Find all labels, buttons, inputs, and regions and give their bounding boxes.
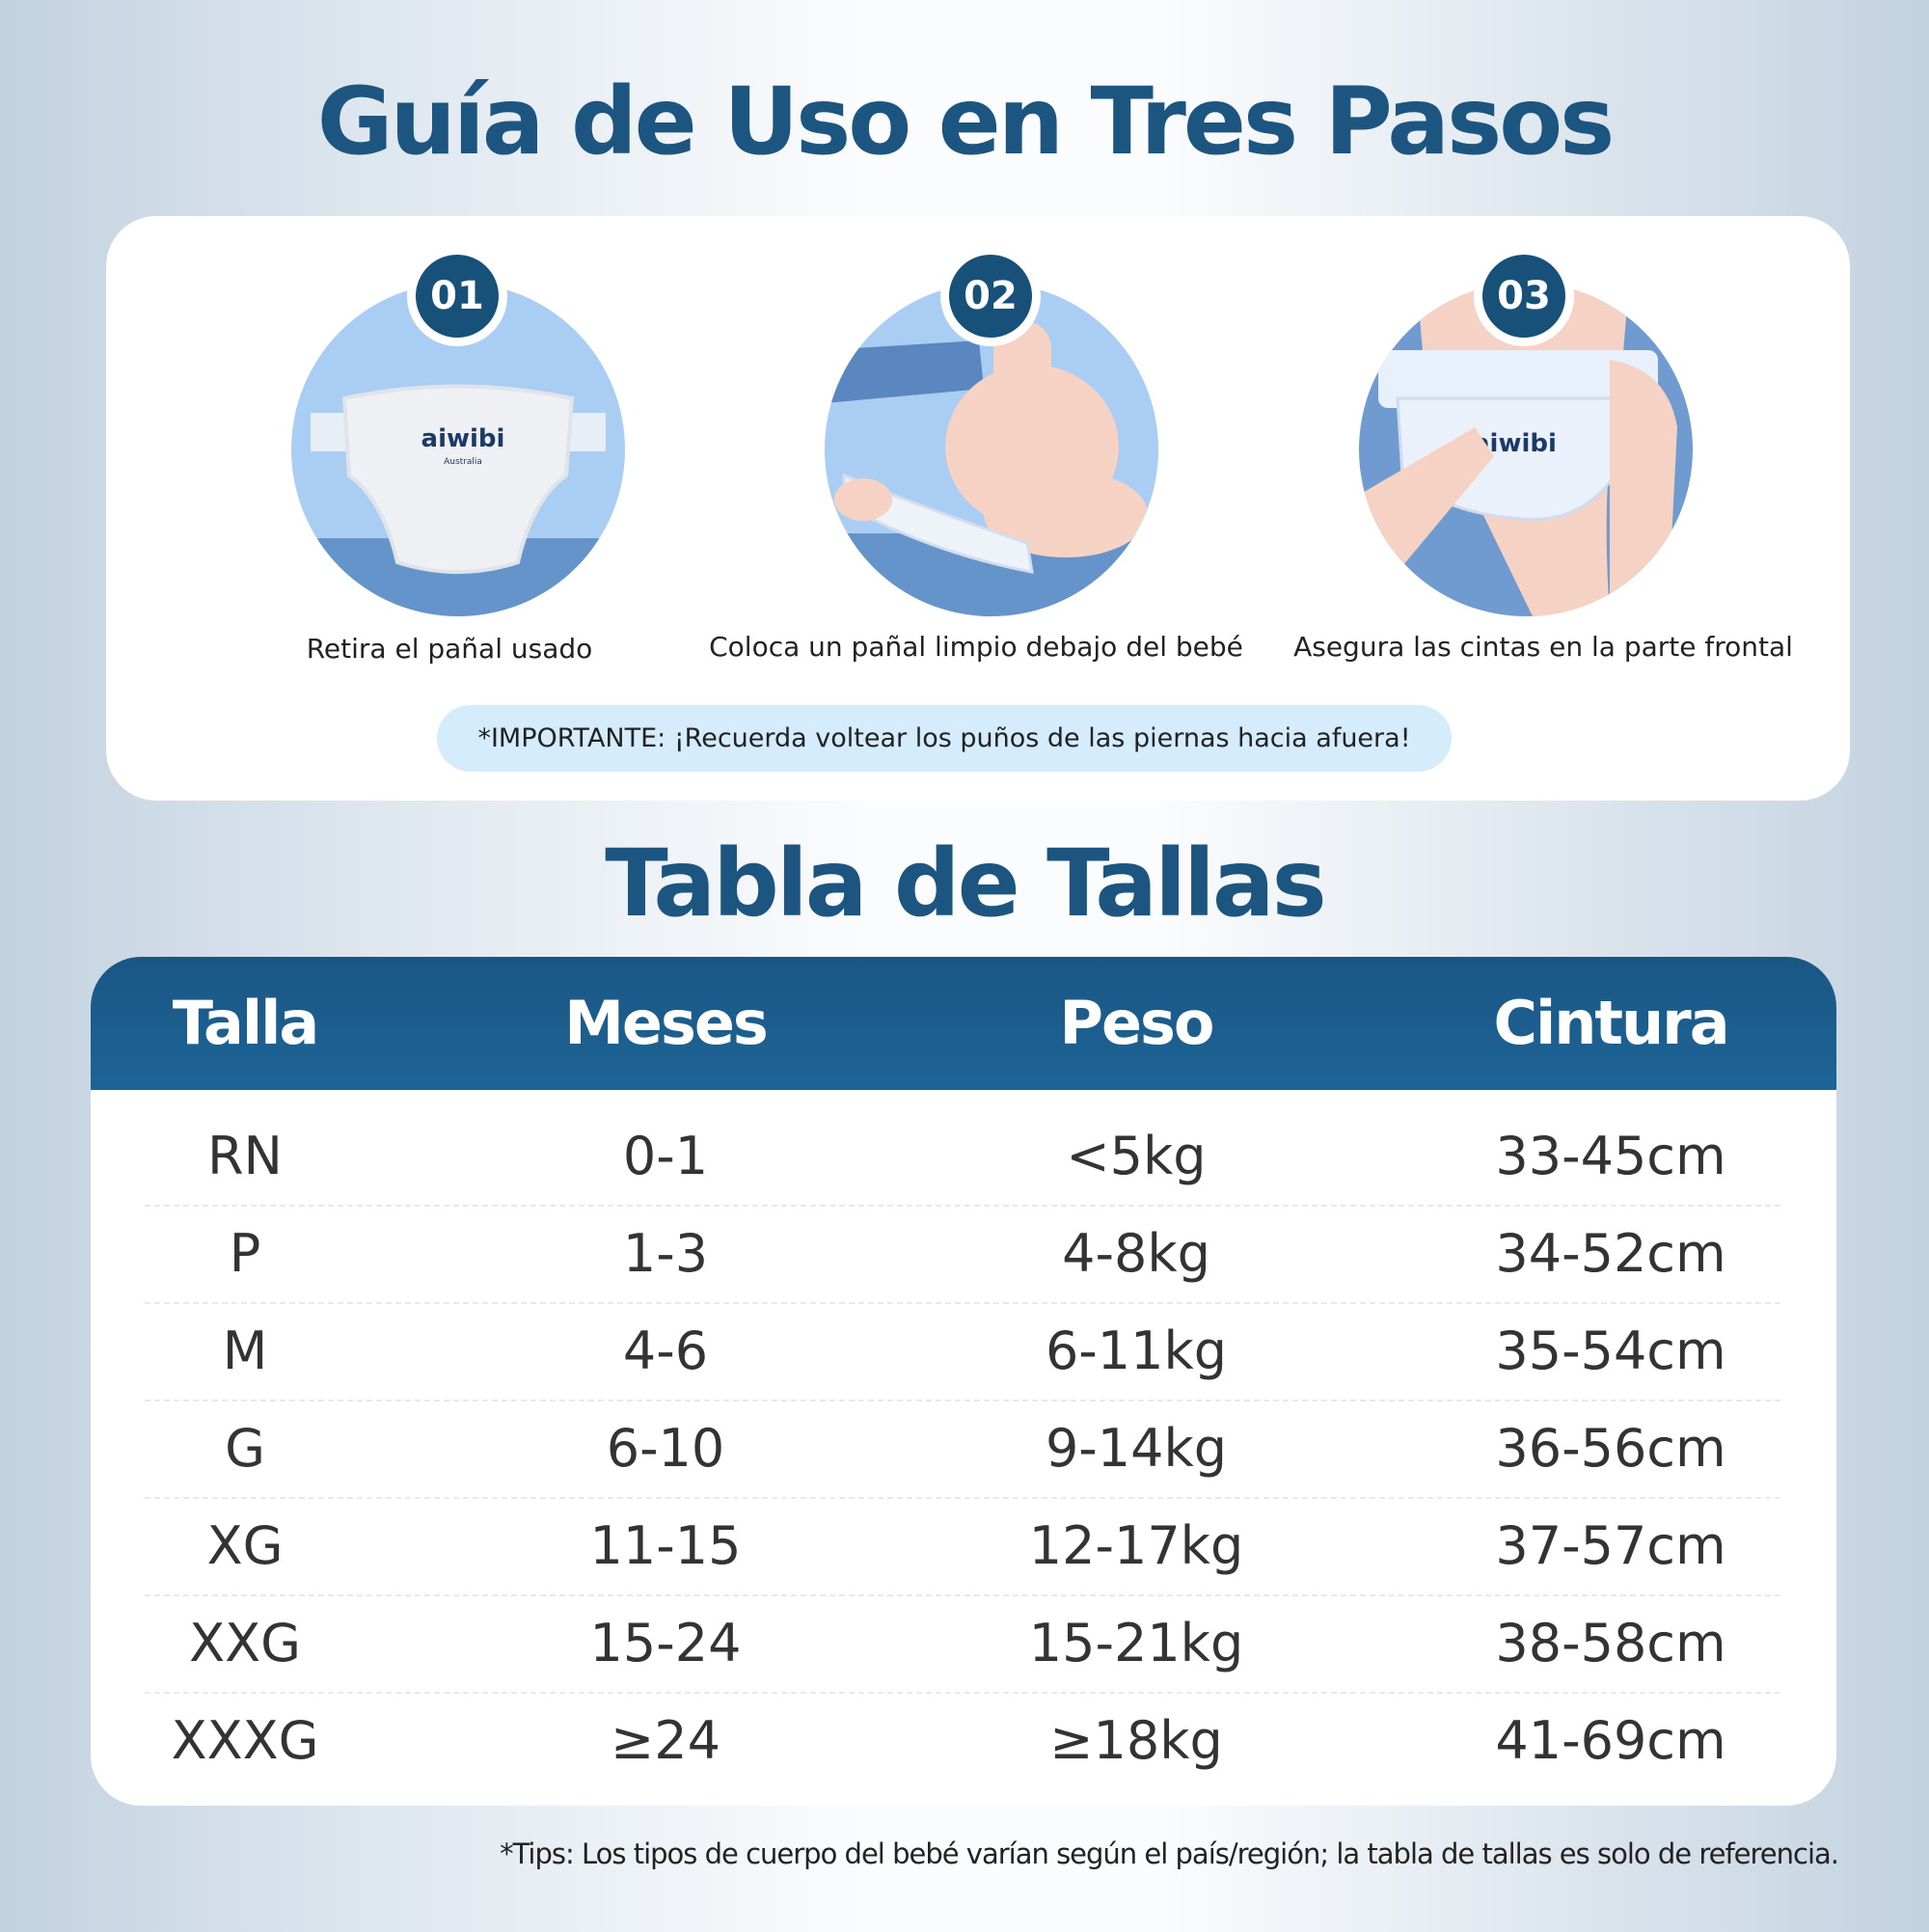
table-cell: M [222, 1320, 268, 1381]
important-note: *IMPORTANTE: ¡Recuerda voltear los puños… [437, 705, 1452, 772]
table-row: RN 0-1 <5kg 33-45cm [145, 1107, 1780, 1207]
table-cell: 41-69cm [1495, 1710, 1726, 1771]
table-cell: XXG [189, 1613, 301, 1673]
step-1-badge: 01 [407, 246, 507, 346]
table-cell: XXXG [171, 1710, 319, 1771]
table-cell: 6-10 [606, 1418, 725, 1479]
table-cell: 35-54cm [1495, 1320, 1726, 1381]
table-row: P 1-3 4-8kg 34-52cm [145, 1205, 1780, 1304]
table-cell: 6-11kg [1045, 1320, 1228, 1381]
table-cell: 36-56cm [1495, 1418, 1726, 1479]
header-cintura: Cintura [1493, 988, 1729, 1058]
table-row: G 6-10 9-14kg 36-56cm [145, 1400, 1780, 1499]
table-cell: RN [207, 1126, 283, 1186]
guide-title: Guía de Uso en Tres Pasos [316, 68, 1616, 176]
table-cell: 15-21kg [1028, 1613, 1244, 1673]
table-cell: 1-3 [622, 1223, 709, 1284]
table-cell: ≥24 [611, 1710, 720, 1771]
table-cell: 12-17kg [1028, 1515, 1244, 1576]
table-cell: 37-57cm [1495, 1515, 1726, 1576]
table-row: XG 11-15 12-17kg 37-57cm [145, 1497, 1780, 1596]
table-row: M 4-6 6-11kg 35-54cm [145, 1302, 1780, 1401]
step-2-badge: 02 [940, 246, 1041, 346]
svg-text:Australia: Australia [444, 457, 482, 467]
table-cell: 15-24 [589, 1613, 742, 1673]
table-cell: 4-8kg [1062, 1223, 1210, 1284]
step-1-caption: Retira el pañal usado [306, 633, 593, 665]
table-cell: <5kg [1066, 1126, 1207, 1186]
step-3-illustration: aiwibi [1359, 283, 1693, 616]
table-cell: 33-45cm [1495, 1126, 1726, 1186]
table-cell: 4-6 [622, 1320, 709, 1381]
step-3-badge: 03 [1474, 246, 1574, 346]
size-table-title: Tabla de Tallas [605, 830, 1327, 938]
table-cell: 38-58cm [1495, 1613, 1726, 1673]
table-header: Talla Meses Peso Cintura [91, 957, 1836, 1090]
tips-note: *Tips: Los tipos de cuerpo del bebé varí… [500, 1837, 1839, 1870]
step-1-brand-logo: aiwibi [421, 424, 505, 453]
table-row: XXXG ≥24 ≥18kg 41-69cm [145, 1692, 1780, 1789]
table-row: XXG 15-24 15-21kg 38-58cm [145, 1594, 1780, 1694]
table-cell: G [225, 1418, 265, 1479]
table-cell: 0-1 [622, 1126, 709, 1186]
header-talla: Talla [172, 988, 319, 1058]
table-cell: 9-14kg [1045, 1418, 1228, 1479]
table-cell: XG [206, 1515, 284, 1576]
header-peso: Peso [1059, 988, 1215, 1058]
table-cell: 11-15 [589, 1515, 742, 1576]
table-cell: ≥18kg [1049, 1710, 1223, 1771]
step-2-caption: Coloca un pañal limpio debajo del bebé [709, 631, 1243, 663]
step-3-caption: Asegura las cintas en la parte frontal [1293, 631, 1793, 663]
table-cell: 34-52cm [1495, 1223, 1726, 1284]
size-table: Talla Meses Peso Cintura RN 0-1 <5kg 33-45c… [91, 957, 1836, 1806]
header-meses: Meses [564, 988, 769, 1058]
table-cell: P [229, 1223, 261, 1284]
